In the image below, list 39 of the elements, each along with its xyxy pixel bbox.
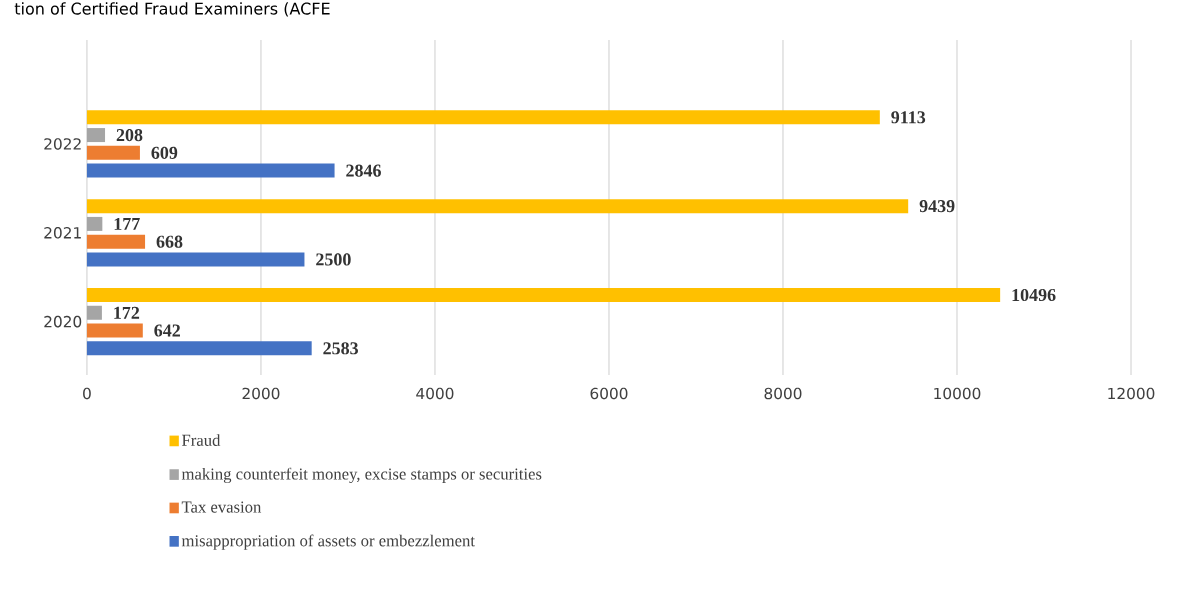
data-label: 10496 [1012,288,1056,302]
text: tion of Certified Fraud Examiners (ACFE [14,2,330,17]
x-tick-label: 12000 [1108,387,1155,400]
data-label: 2846 [346,164,381,177]
x-tick-label: 6000 [590,387,628,400]
y-tick-label: 2021 [44,226,81,239]
x-tick-label: 2000 [242,387,280,400]
data-label: 177 [114,217,140,230]
x-tick-label: 8000 [764,387,802,400]
data-label: 208 [116,128,143,142]
data-label: 9113 [891,111,926,124]
bar [86,234,146,249]
bar [86,128,106,143]
bar [86,287,1001,302]
legend-label: making counterfeit money, excise stamps or securities [181,467,542,484]
bar [86,252,305,267]
y-tick-label: 2022 [44,138,81,150]
data-label: 2500 [316,253,351,266]
y-tick-label: 2020 [44,315,82,328]
bar [86,199,909,214]
x-tick-label: 4000 [416,387,454,400]
bar [86,110,880,125]
data-label: 172 [114,306,140,319]
legend-label: Tax evasion [181,501,262,513]
x-tick-label: 10000 [934,387,981,400]
x-tick-label: 0 [83,387,91,400]
data-label: 9439 [919,200,955,213]
legend-label: Fraud [181,434,221,446]
bar [86,341,312,356]
bar [86,163,335,178]
data-label: 2583 [323,342,358,355]
data-label: 642 [154,324,180,337]
bar [86,305,102,320]
data-label: 609 [151,146,178,159]
bar [86,216,103,231]
bar [86,323,143,338]
legend-label: misappropriation of assets or embezzlement [181,534,475,550]
data-label: 668 [156,235,183,248]
bar [86,145,140,160]
